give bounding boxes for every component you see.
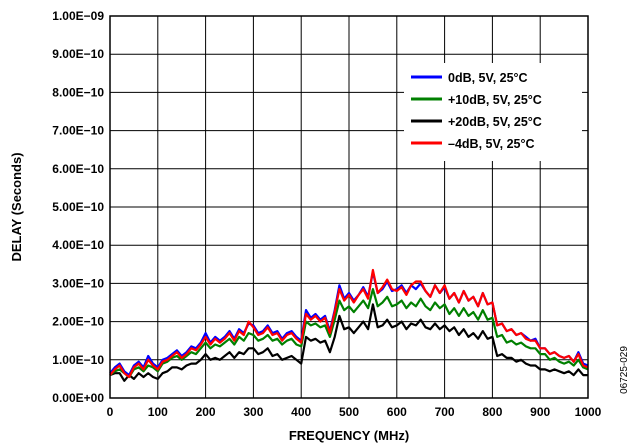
- series-line: [109, 288, 589, 379]
- legend-label: +10dB, 5V, 25°C: [448, 93, 542, 107]
- figure-id: 06725-029: [619, 346, 630, 394]
- x-tick-label: 0: [107, 405, 114, 419]
- x-tick-label: 1000: [575, 405, 602, 419]
- y-tick-label: 5.00E−10: [52, 200, 104, 214]
- x-tick-label: 600: [387, 405, 407, 419]
- y-tick-label: 7.00E−10: [52, 124, 104, 138]
- x-tick-label: 100: [148, 405, 168, 419]
- x-tick-label: 900: [530, 405, 550, 419]
- series-line: [109, 303, 588, 382]
- y-axis-title: DELAY (Seconds): [9, 152, 24, 261]
- series-layer: [109, 268, 589, 382]
- series-line: [109, 268, 589, 379]
- y-tick-label: 3.00E−10: [52, 276, 104, 290]
- legend-label: 0dB, 5V, 25°C: [448, 71, 528, 85]
- y-tick-labels: 0.00E+00 1.00E−10 2.00E−10 3.00E−10 4.00E−10…: [52, 9, 104, 405]
- y-tick-label: 9.00E−10: [52, 47, 104, 61]
- x-tick-label: 700: [435, 405, 455, 419]
- x-tick-label: 800: [482, 405, 502, 419]
- y-tick-label: 0.00E+00: [52, 391, 104, 405]
- y-tick-label: 8.00E−10: [52, 85, 104, 99]
- x-tick-labels: 0 100 200 300 400 500 600 700 800 900 1000: [107, 405, 602, 419]
- legend-label: +20dB, 5V, 25°C: [448, 115, 542, 129]
- plot-frame: [109, 15, 589, 399]
- legend-background: [404, 63, 582, 161]
- x-tick-label: 200: [196, 405, 216, 419]
- y-tick-label: 2.00E−10: [52, 315, 104, 329]
- x-tick-label: 400: [291, 405, 311, 419]
- legend: 0dB, 5V, 25°C +10dB, 5V, 25°C +20dB, 5V, 2…: [404, 63, 582, 161]
- legend-label: –4dB, 5V, 25°C: [448, 137, 535, 151]
- x-tick-label: 300: [243, 405, 263, 419]
- y-tick-label: 1.00E−09: [52, 9, 104, 23]
- y-tick-label: 6.00E−10: [52, 162, 104, 176]
- x-tick-label: 500: [339, 405, 359, 419]
- y-tick-label: 4.00E−10: [52, 238, 104, 252]
- y-tick-label: 1.00E−10: [52, 353, 104, 367]
- x-axis-title: FREQUENCY (MHz): [289, 428, 409, 443]
